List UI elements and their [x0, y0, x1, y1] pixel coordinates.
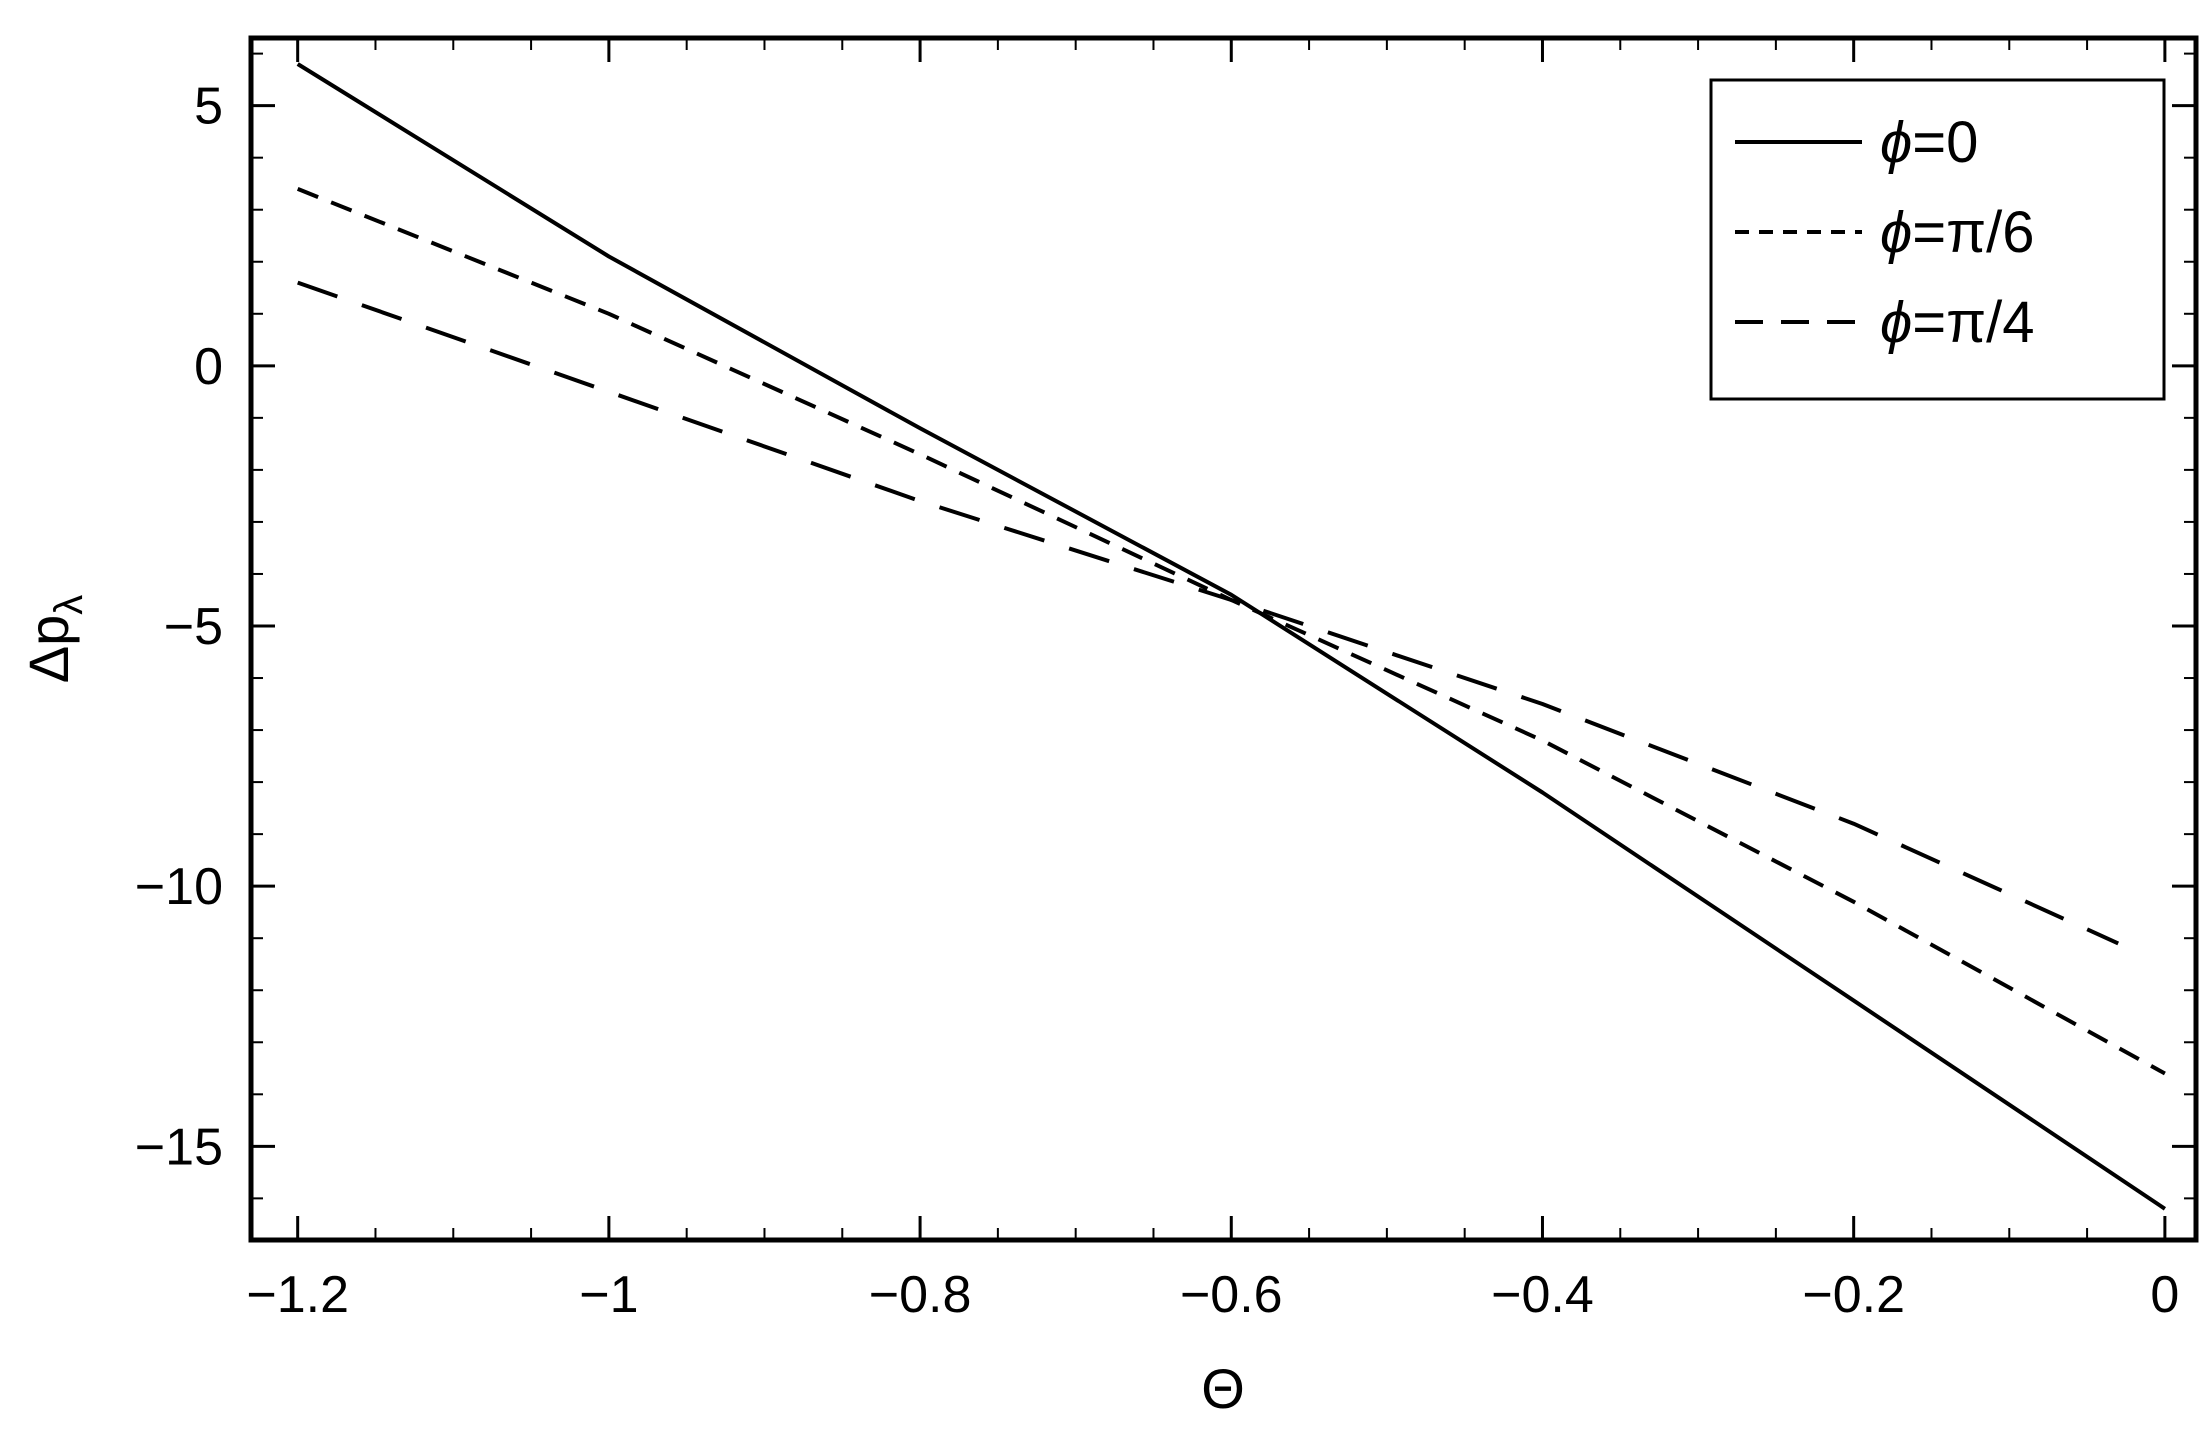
legend-label-value-0: =0 [1912, 110, 1978, 175]
series-line-2 [297, 280, 2120, 946]
legend-label-1: ϕ=π/6 [1880, 200, 2035, 265]
y-tick-label-1: 0 [194, 338, 223, 396]
legend-label-value-2: =π/4 [1912, 290, 2034, 355]
svg-text:Δpλ: Δpλ [17, 595, 91, 684]
x-tick-label-6: 0 [2150, 1266, 2179, 1324]
legend-label-2: ϕ=π/4 [1880, 290, 2035, 355]
legend-label-symbol-1: ϕ [1880, 200, 1912, 265]
legend: ϕ=0ϕ=π/6ϕ=π/4 [1709, 78, 2166, 401]
x-tick-label-4: −0.4 [1491, 1266, 1594, 1324]
x-tick-label-2: −0.8 [869, 1266, 972, 1324]
legend-box [1709, 78, 2166, 401]
y-axis-title: Δpλ [17, 595, 91, 684]
y-tick-label-0: 5 [194, 78, 223, 136]
y-tick-label-3: −10 [135, 858, 223, 916]
x-tick-label-3: −0.6 [1180, 1266, 1283, 1324]
legend-label-value-1: =π/6 [1912, 200, 2034, 265]
x-tick-label-0: −1.2 [246, 1266, 349, 1324]
plot-frame [248, 35, 2199, 1243]
x-axis-title: Θ [1201, 1357, 1245, 1420]
legend-items: ϕ=0ϕ=π/6ϕ=π/4 [1735, 110, 2035, 355]
tick-labels-layer: −1.2 −1 −0.8 −0.6 −0.4 −0.2 0 5 0 −5 −10 −15 [135, 78, 2180, 1324]
legend-label-symbol-2: ϕ [1880, 290, 1912, 355]
series-layer [296, 62, 2167, 1211]
ticks-layer [251, 38, 2196, 1240]
y-axis-title-sub: λ [47, 595, 91, 615]
y-tick-label-4: −15 [135, 1118, 223, 1176]
y-tick-label-2: −5 [164, 598, 223, 656]
y-axis-title-main: Δp [17, 615, 80, 684]
x-tick-label-5: −0.2 [1802, 1266, 1905, 1324]
legend-label-symbol-0: ϕ [1880, 110, 1912, 175]
x-tick-label-1: −1 [579, 1266, 638, 1324]
series-line-0 [296, 62, 2167, 1211]
legend-label-0: ϕ=0 [1880, 110, 1978, 175]
